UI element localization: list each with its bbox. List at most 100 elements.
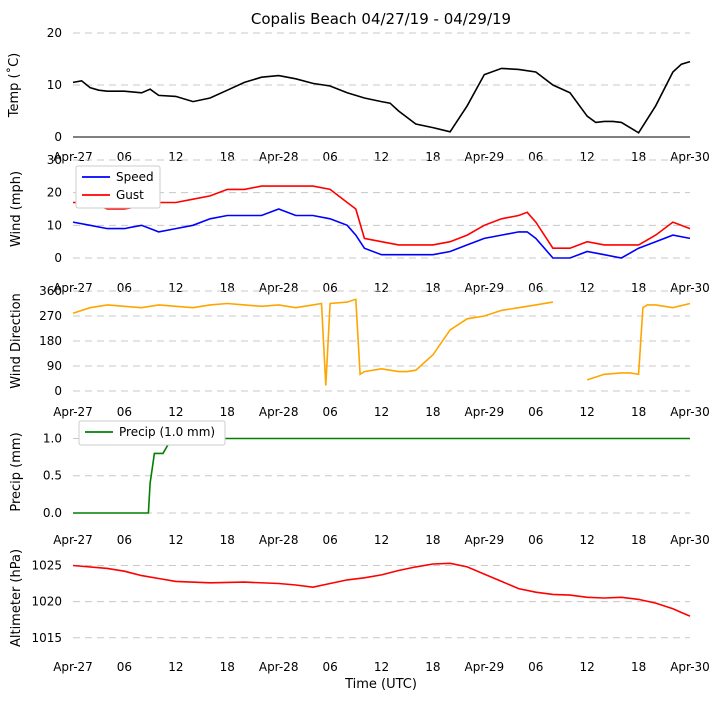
y-tick-label: 10 bbox=[47, 218, 62, 232]
y-tick-label: 1.0 bbox=[43, 431, 62, 445]
x-tick-label: 12 bbox=[580, 150, 595, 164]
x-tick-label: Apr-30 bbox=[670, 150, 710, 164]
legend-box bbox=[78, 420, 226, 446]
y-tick-label: 1020 bbox=[31, 595, 62, 609]
x-tick-label: 12 bbox=[374, 660, 389, 674]
x-tick-label: Apr-29 bbox=[465, 660, 505, 674]
series-line-direction bbox=[72, 298, 691, 386]
x-tick-label: 18 bbox=[220, 660, 235, 674]
x-tick-label: 18 bbox=[425, 533, 440, 547]
x-tick-label: 18 bbox=[220, 281, 235, 295]
y-tick-label: 1025 bbox=[31, 558, 62, 572]
series-line-gust bbox=[73, 185, 691, 249]
y-tick-label: 0 bbox=[54, 384, 62, 398]
y-tick-label: 360 bbox=[39, 284, 62, 298]
figure-title: Copalis Beach 04/27/19 - 04/29/19 bbox=[251, 10, 511, 28]
x-tick-label: Apr-27 bbox=[53, 533, 93, 547]
series-line-precip-1-0-mm- bbox=[73, 437, 690, 514]
x-tick-label: 06 bbox=[528, 150, 543, 164]
y-tick-label: 0 bbox=[54, 130, 62, 144]
x-tick-label: 06 bbox=[528, 281, 543, 295]
legend-label: Gust bbox=[116, 188, 144, 202]
x-tick-label: 12 bbox=[580, 533, 595, 547]
x-tick-label: 06 bbox=[117, 660, 132, 674]
x-tick-label: 18 bbox=[220, 405, 235, 419]
y-tick-label: 10 bbox=[47, 78, 62, 92]
y-tick-label: 0.0 bbox=[43, 506, 62, 520]
x-tick-label: 06 bbox=[117, 281, 132, 295]
x-tick-label: 12 bbox=[374, 150, 389, 164]
y-axis-label: Temp (˚C) bbox=[6, 53, 22, 119]
x-tick-label: 12 bbox=[580, 660, 595, 674]
x-tick-label: 18 bbox=[425, 405, 440, 419]
y-axis-label: Wind (mph) bbox=[9, 171, 24, 247]
x-tick-label: Apr-28 bbox=[259, 281, 299, 295]
y-axis-label: Wind Direction bbox=[9, 293, 24, 389]
series-line-temp bbox=[72, 60, 691, 134]
x-tick-label: Apr-29 bbox=[465, 405, 505, 419]
x-tick-label: 12 bbox=[168, 150, 183, 164]
x-tick-label: Apr-28 bbox=[259, 150, 299, 164]
y-tick-label: 20 bbox=[47, 26, 62, 40]
y-tick-label: 20 bbox=[47, 186, 62, 200]
x-tick-label: 18 bbox=[425, 660, 440, 674]
x-axis-label: Time (UTC) bbox=[344, 677, 417, 692]
x-tick-label: 12 bbox=[374, 281, 389, 295]
x-tick-label: 12 bbox=[374, 405, 389, 419]
x-tick-label: 06 bbox=[528, 405, 543, 419]
x-tick-label: Apr-27 bbox=[53, 405, 93, 419]
x-tick-label: 18 bbox=[631, 281, 646, 295]
y-tick-label: 1015 bbox=[31, 631, 62, 645]
x-tick-label: 06 bbox=[322, 660, 337, 674]
x-tick-label: 18 bbox=[631, 405, 646, 419]
x-tick-label: 06 bbox=[322, 405, 337, 419]
x-tick-label: 06 bbox=[322, 281, 337, 295]
y-axis-label: Precip (mm) bbox=[9, 432, 24, 511]
x-tick-label: Apr-30 bbox=[670, 405, 710, 419]
x-tick-label: 18 bbox=[631, 660, 646, 674]
series-line-altimeter bbox=[72, 562, 691, 617]
y-tick-label: 0.5 bbox=[43, 469, 62, 483]
x-tick-label: 18 bbox=[425, 281, 440, 295]
y-tick-label: 30 bbox=[47, 153, 62, 167]
x-tick-label: 12 bbox=[168, 533, 183, 547]
legend-label: Speed bbox=[116, 170, 154, 184]
x-tick-label: Apr-29 bbox=[465, 533, 505, 547]
x-tick-label: 18 bbox=[220, 533, 235, 547]
x-tick-label: Apr-30 bbox=[670, 281, 710, 295]
x-tick-label: 12 bbox=[168, 660, 183, 674]
x-tick-label: 18 bbox=[220, 150, 235, 164]
x-tick-label: 18 bbox=[425, 150, 440, 164]
y-tick-label: 180 bbox=[39, 334, 62, 348]
x-tick-label: Apr-28 bbox=[259, 533, 299, 547]
x-tick-label: 06 bbox=[528, 660, 543, 674]
x-tick-label: 06 bbox=[322, 150, 337, 164]
x-tick-label: 18 bbox=[631, 533, 646, 547]
y-tick-label: 90 bbox=[47, 359, 62, 373]
x-tick-label: Apr-30 bbox=[670, 533, 710, 547]
x-tick-label: 12 bbox=[168, 405, 183, 419]
x-tick-label: 12 bbox=[168, 281, 183, 295]
x-tick-label: Apr-29 bbox=[465, 281, 505, 295]
x-tick-label: Apr-27 bbox=[53, 660, 93, 674]
x-tick-label: 06 bbox=[322, 533, 337, 547]
x-tick-label: Apr-27 bbox=[53, 150, 93, 164]
x-tick-label: 12 bbox=[580, 281, 595, 295]
x-tick-label: Apr-28 bbox=[259, 405, 299, 419]
x-tick-label: 12 bbox=[580, 405, 595, 419]
y-tick-label: 270 bbox=[39, 309, 62, 323]
series-line-speed bbox=[72, 208, 691, 259]
x-tick-label: Apr-29 bbox=[465, 150, 505, 164]
y-tick-label: 0 bbox=[54, 251, 62, 265]
y-axis-label: Altimeter (hPa) bbox=[9, 549, 24, 647]
x-tick-label: 06 bbox=[117, 533, 132, 547]
x-tick-label: Apr-27 bbox=[53, 281, 93, 295]
x-tick-label: 18 bbox=[631, 150, 646, 164]
x-tick-label: 06 bbox=[528, 533, 543, 547]
x-tick-label: Apr-30 bbox=[670, 660, 710, 674]
legend-label: Precip (1.0 mm) bbox=[119, 425, 215, 439]
x-tick-label: 12 bbox=[374, 533, 389, 547]
x-tick-label: 06 bbox=[117, 150, 132, 164]
